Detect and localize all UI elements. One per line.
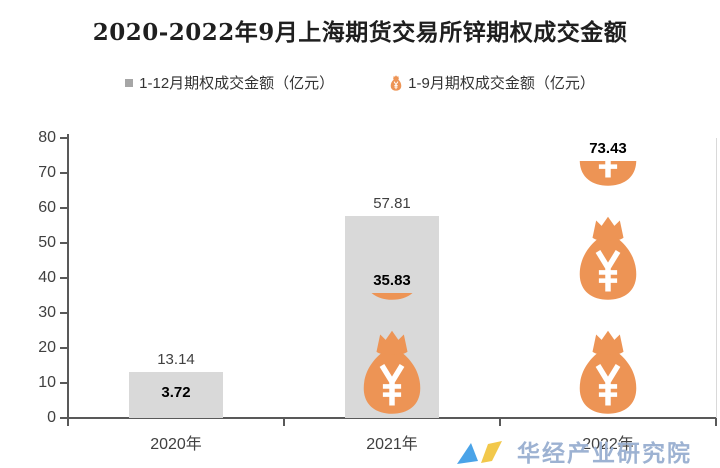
- money-bag-icon: [577, 324, 639, 416]
- bar-2020年: [129, 372, 223, 418]
- watermark: 华经产业研究院: [456, 440, 692, 468]
- chart-title: 2020-2022年9月上海期货交易所锌期权成交金额: [92, 19, 628, 46]
- gray-square-icon: [125, 78, 134, 87]
- y-tick: [60, 277, 68, 279]
- legend-label-jan-sep: 1-9月期权成交金额（亿元）: [408, 75, 595, 92]
- money-bag-icon: [577, 160, 639, 188]
- y-tick: [60, 137, 68, 139]
- plot-right-border: [716, 138, 717, 418]
- money-bag-icon: [577, 210, 639, 302]
- y-tick-label: 60: [38, 199, 56, 216]
- value-label-jan-sep: 3.72: [161, 383, 191, 401]
- money-bag-legend-icon: [390, 74, 402, 91]
- x-axis-line: [67, 417, 717, 419]
- money-bag-icon: [361, 324, 423, 416]
- y-tick-label: 0: [47, 409, 56, 426]
- legend: 1-12月期权成交金额（亿元） 1-9月期权成交金额（亿元）: [0, 72, 720, 93]
- legend-item-annual: 1-12月期权成交金额（亿元）: [125, 72, 334, 93]
- value-label-jan-sep: 73.43: [589, 139, 627, 157]
- y-tick-label: 50: [38, 234, 56, 251]
- x-tick: [499, 419, 501, 426]
- y-tick-label: 80: [38, 129, 56, 146]
- y-tick: [60, 242, 68, 244]
- legend-item-jan-sep: 1-9月期权成交金额（亿元）: [390, 72, 595, 93]
- watermark-logo-icon: [457, 441, 502, 464]
- x-tick: [283, 419, 285, 426]
- value-label-annual: 57.81: [373, 194, 411, 212]
- plot-area: 0 10 20 30 40 50 60 70 80 2020年 2021年 2022年 13.14 57.…: [38, 129, 717, 453]
- y-tick: [60, 312, 68, 314]
- y-tick-label: 40: [38, 269, 56, 286]
- x-tick: [715, 419, 717, 426]
- y-tick: [60, 382, 68, 384]
- watermark-text: 华经产业研究院: [517, 440, 692, 466]
- money-bag-icon: [361, 292, 423, 302]
- value-label-annual: 13.14: [157, 351, 195, 368]
- y-tick: [60, 207, 68, 209]
- chart-page: 2020-2022年9月上海期货交易所锌期权成交金额 1-12月期权成交金额（亿…: [0, 19, 720, 466]
- y-tick: [60, 347, 68, 349]
- x-axis-label: 2022年: [582, 436, 634, 453]
- y-tick-label: 20: [38, 339, 56, 356]
- x-axis-label: 2021年: [366, 436, 418, 453]
- y-tick-label: 10: [38, 374, 56, 391]
- x-tick: [67, 419, 69, 426]
- legend-label-annual: 1-12月期权成交金额（亿元）: [139, 75, 335, 92]
- y-tick-label: 30: [38, 304, 56, 321]
- y-tick-label: 70: [38, 164, 56, 181]
- x-axis-label: 2020年: [150, 436, 202, 453]
- y-tick: [60, 172, 68, 174]
- y-tick: [60, 417, 68, 419]
- value-label-jan-sep: 35.83: [373, 271, 411, 289]
